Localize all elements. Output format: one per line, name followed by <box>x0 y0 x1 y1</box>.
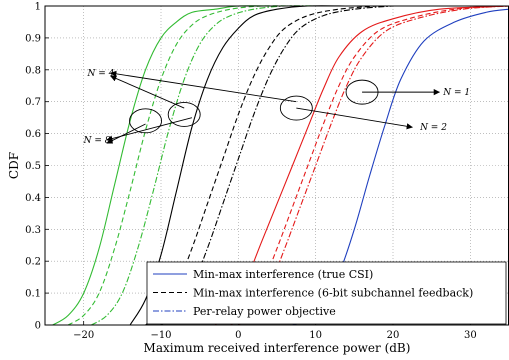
y-tick-label: 0 <box>35 321 41 332</box>
series-line-N8-dashed <box>67 5 293 326</box>
y-tick-label: 1 <box>35 2 41 13</box>
annotation-arrow <box>296 107 413 130</box>
group-ellipses <box>129 79 379 134</box>
axis-ticks: −20 −10 0 10 20 30 0 0.1 0.2 0.3 0.4 0.5 0.6 0.7 0.8 0.… <box>25 2 477 342</box>
annotation-arrow <box>106 123 146 144</box>
y-axis-label: CDF <box>7 152 21 179</box>
x-tick-label: 30 <box>464 330 477 341</box>
y-tick-label: 0.7 <box>25 97 41 108</box>
annotation-label: N = 2 <box>419 123 447 133</box>
y-tick-label: 0.2 <box>25 257 41 268</box>
series-line-N8-dashdot <box>91 5 316 326</box>
annotation-arrow <box>106 117 193 142</box>
x-tick-label: 0 <box>235 330 241 341</box>
legend: Min-max interference (true CSI) Min-max i… <box>146 261 507 325</box>
y-tick-label: 0.1 <box>25 289 41 300</box>
y-tick-label: 0.5 <box>25 161 41 172</box>
y-tick-label: 0.9 <box>25 33 41 44</box>
annotation-arrows <box>106 70 441 144</box>
series-line-N4-solid <box>129 5 347 326</box>
series-line-N8-solid <box>52 5 270 326</box>
y-tick-label: 0.4 <box>25 193 41 204</box>
group-ellipse <box>167 102 201 127</box>
annotation-label: N = 1 <box>442 88 470 98</box>
legend-label: Min-max interference (6-bit subchannel f… <box>193 287 473 300</box>
annotation-arrow <box>110 75 185 109</box>
x-tick-label: 20 <box>387 330 400 341</box>
x-tick-label: −10 <box>150 330 171 341</box>
y-tick-label: 0.3 <box>25 225 41 236</box>
y-tick-label: 0.6 <box>25 129 41 140</box>
annotation-label: N = 8 <box>83 136 111 146</box>
y-tick-label: 0.8 <box>25 65 41 76</box>
group-ellipse <box>129 108 162 134</box>
annotations: N = 1 N = 2 N = 4 N = 8 <box>83 69 470 146</box>
group-ellipse <box>279 95 313 121</box>
x-tick-label: −20 <box>73 330 94 341</box>
x-axis-label: Maximum received interference power (dB) <box>144 341 411 355</box>
legend-label: Per-relay power objective <box>193 305 336 318</box>
legend-label: Min-max interference (true CSI) <box>193 268 373 281</box>
annotation-arrow <box>110 70 297 103</box>
x-tick-label: 10 <box>309 330 322 341</box>
legend-box <box>146 261 507 325</box>
annotation-label: N = 4 <box>87 69 115 79</box>
